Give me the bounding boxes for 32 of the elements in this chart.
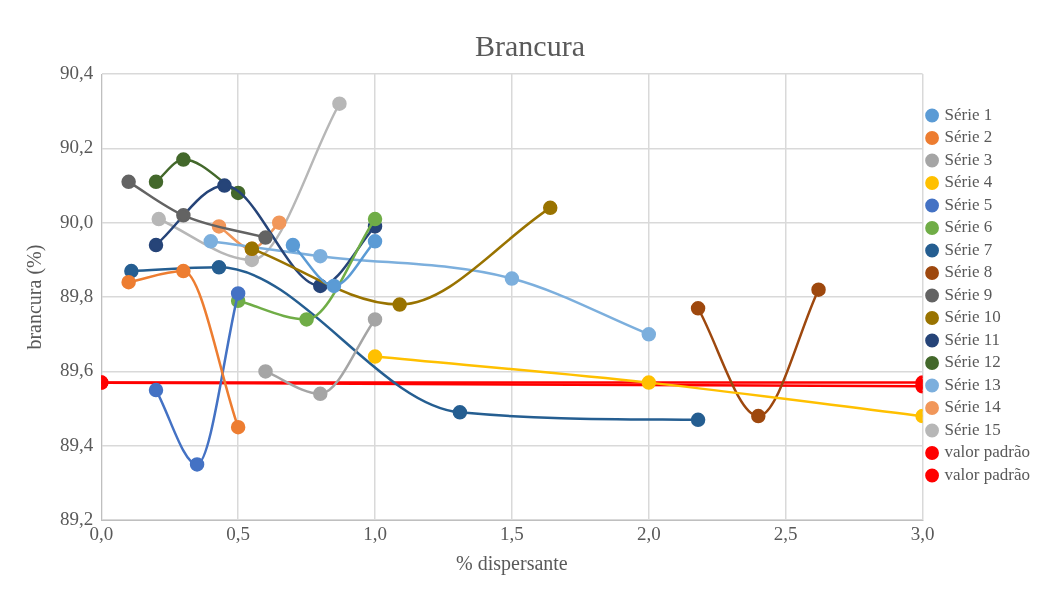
legend-label: Série 12 bbox=[944, 352, 1001, 372]
legend-label: Série 8 bbox=[944, 262, 993, 282]
legend-label: valor padrão bbox=[944, 442, 1031, 462]
legend-label: Série 5 bbox=[944, 194, 993, 214]
x-tick-label: 1,5 bbox=[500, 522, 524, 544]
x-tick-label: 3,0 bbox=[910, 522, 935, 544]
legend-label: Série 6 bbox=[944, 217, 993, 237]
y-axis-title: brancura (%) bbox=[23, 244, 47, 350]
x-tick-label: 1,0 bbox=[363, 522, 387, 544]
legend-label: Série 11 bbox=[944, 329, 1001, 349]
y-tick-label: 90,2 bbox=[60, 136, 94, 158]
legend-label: Série 14 bbox=[944, 397, 1002, 417]
y-tick-label: 90,0 bbox=[60, 210, 94, 232]
legend-label: Série 9 bbox=[944, 284, 993, 304]
x-axis-title: % dispersante bbox=[456, 552, 568, 576]
y-tick-label: 89,6 bbox=[60, 359, 94, 381]
chart-title: Brancura bbox=[475, 28, 585, 62]
x-tick-label: 2,0 bbox=[636, 522, 661, 544]
legend-label: Série 15 bbox=[944, 419, 1001, 439]
y-tick-label: 90,4 bbox=[60, 61, 94, 83]
x-tick-label: 2,5 bbox=[773, 522, 798, 544]
legend-label: Série 7 bbox=[944, 239, 993, 259]
legend-label: Série 2 bbox=[944, 127, 993, 147]
legend-label: Série 13 bbox=[944, 374, 1001, 394]
legend-label: valor padrão bbox=[944, 464, 1031, 484]
legend-label: Série 1 bbox=[944, 104, 993, 124]
y-tick-label: 89,4 bbox=[60, 433, 94, 455]
x-tick-label: 0,5 bbox=[226, 522, 251, 544]
legend-label: Série 4 bbox=[944, 172, 993, 192]
legend-label: Série 10 bbox=[944, 307, 1001, 327]
legend-label: Série 3 bbox=[944, 149, 993, 169]
y-tick-label: 89,8 bbox=[60, 285, 94, 307]
